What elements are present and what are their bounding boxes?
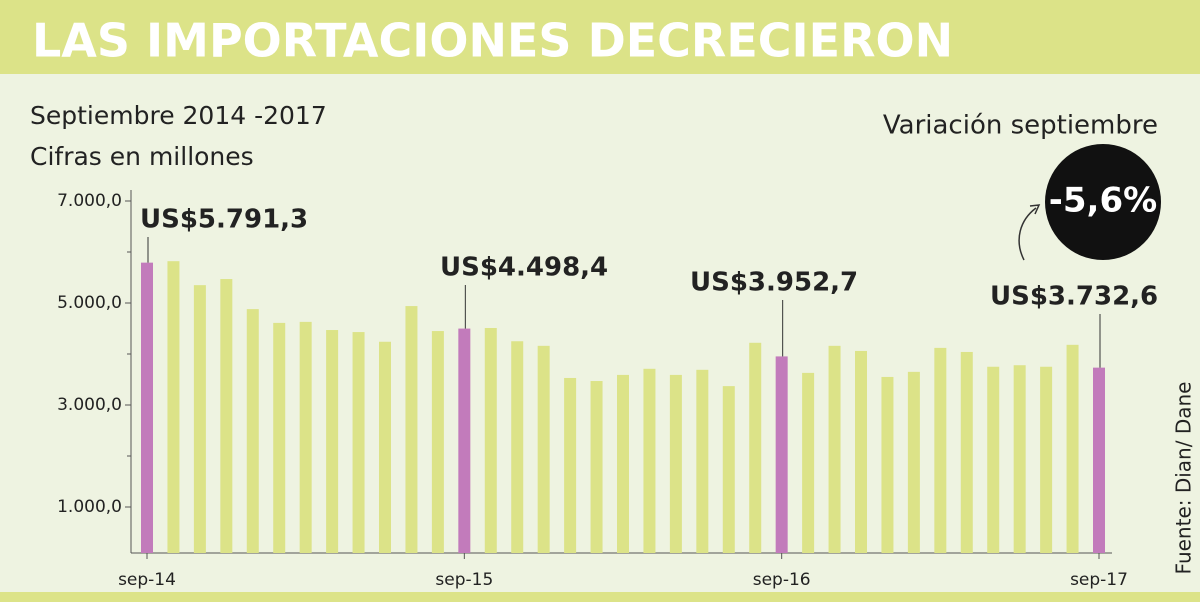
- bar: [590, 381, 603, 553]
- bar: [1013, 365, 1026, 553]
- bar: [669, 374, 682, 553]
- bar: [617, 374, 629, 553]
- bar: [246, 309, 259, 553]
- annotation-circle: [1045, 144, 1161, 260]
- bar: [379, 341, 391, 553]
- bar: [537, 345, 550, 553]
- bar: [722, 386, 735, 553]
- bar: [775, 356, 788, 553]
- bar: [907, 371, 920, 553]
- annotation-label: Variación septiembre: [883, 111, 1158, 141]
- bar: [960, 351, 973, 553]
- bar: [564, 377, 577, 553]
- bar: [934, 347, 947, 553]
- bar: [643, 368, 656, 553]
- x-tick-label: sep-15: [435, 570, 493, 590]
- bar: [1093, 367, 1105, 553]
- bottom-band: [0, 592, 1200, 602]
- bar: [696, 369, 709, 553]
- y-tick-label: 7.000,0: [57, 191, 122, 211]
- y-tick-label: 3.000,0: [57, 395, 122, 415]
- bar: [1066, 344, 1079, 553]
- x-tick-label: sep-14: [118, 570, 176, 590]
- source: Fuente: Dian/ Dane: [1172, 382, 1196, 575]
- bar: [1040, 366, 1053, 553]
- arrow-head: [1029, 204, 1041, 215]
- bar: [141, 262, 153, 553]
- bar: [167, 261, 180, 553]
- value-label: US$4.498,4: [440, 253, 608, 283]
- bar: [511, 341, 524, 553]
- subtitle: Septiembre 2014 -2017: [30, 101, 327, 130]
- arrow: [1018, 207, 1037, 261]
- bar: [458, 328, 471, 553]
- annotation-value: -5,6%: [1049, 181, 1157, 221]
- bar: [881, 376, 894, 553]
- bar: [855, 350, 867, 553]
- bar: [299, 321, 312, 553]
- bar: [484, 327, 497, 553]
- bar: [193, 285, 206, 553]
- bar: [220, 279, 233, 553]
- bar: [749, 342, 762, 553]
- value-label: US$3.952,7: [690, 268, 858, 298]
- bar: [352, 332, 365, 553]
- chart-title: LAS IMPORTACIONES DECRECIERON: [32, 14, 953, 68]
- x-tick-label: sep-16: [753, 570, 811, 590]
- value-label: US$5.791,3: [140, 205, 308, 235]
- subtitle: Cifras en millones: [30, 142, 254, 171]
- title-band: [0, 0, 1200, 74]
- value-label: US$3.732,6: [990, 282, 1158, 312]
- bar: [802, 372, 815, 553]
- x-tick-label: sep-17: [1070, 570, 1128, 590]
- bar: [326, 330, 339, 553]
- bar: [431, 331, 444, 553]
- bar: [273, 322, 286, 553]
- y-tick-label: 1.000,0: [57, 497, 122, 517]
- bar: [987, 366, 1000, 553]
- y-tick-label: 5.000,0: [57, 293, 122, 313]
- bar: [405, 306, 418, 553]
- bar: [828, 345, 841, 553]
